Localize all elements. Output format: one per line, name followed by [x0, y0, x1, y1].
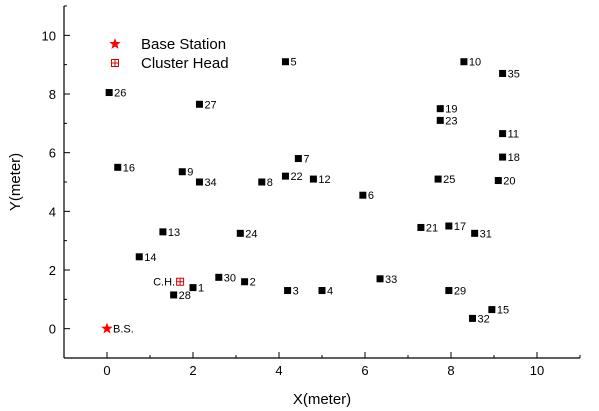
node-label-18: 18: [508, 152, 520, 164]
node-marker-19: [436, 105, 444, 113]
node-marker-32: [469, 314, 476, 322]
cluster-head-label: C.H.: [153, 277, 175, 289]
node-label-21: 21: [426, 222, 438, 234]
node-marker-1: [189, 284, 197, 292]
y-tick-label: 0: [49, 322, 56, 337]
base-station-label: B.S.: [113, 324, 134, 336]
y-tick-label: 10: [42, 28, 56, 43]
y-tick-label: 4: [49, 204, 56, 219]
node-marker-29: [445, 287, 453, 295]
legend-star-icon: [109, 38, 121, 49]
node-marker-35: [499, 69, 507, 77]
x-tick-label: 2: [189, 363, 196, 378]
node-marker-16: [114, 163, 122, 171]
node-marker-9: [178, 168, 186, 176]
node-label-14: 14: [144, 252, 156, 264]
node-marker-7: [294, 155, 302, 163]
node-marker-15: [488, 306, 496, 314]
node-label-20: 20: [503, 176, 515, 188]
legend-label: Cluster Head: [141, 55, 229, 72]
node-label-5: 5: [290, 57, 296, 69]
node-label-7: 7: [303, 154, 309, 166]
node-label-32: 32: [478, 313, 490, 325]
node-label-2: 2: [250, 277, 256, 289]
node-label-8: 8: [267, 177, 273, 189]
node-label-17: 17: [454, 221, 466, 233]
node-marker-13: [159, 228, 167, 236]
node-label-22: 22: [290, 171, 302, 183]
x-tick-label: 8: [447, 363, 454, 378]
node-marker-20: [494, 177, 502, 185]
node-marker-4: [318, 287, 326, 295]
node-label-28: 28: [179, 290, 191, 302]
node-marker-23: [436, 116, 444, 124]
node-marker-22: [281, 172, 289, 180]
x-tick-label: 4: [275, 363, 282, 378]
data-points: 1 23 4567891011121314151617181920212223242…: [101, 57, 520, 336]
x-tick-label: 10: [530, 363, 544, 378]
node-marker-5: [281, 58, 289, 66]
node-marker-8: [258, 178, 266, 186]
x-axis-label: X(meter): [293, 391, 351, 408]
node-marker-18: [499, 153, 507, 161]
x-tick-label: 0: [103, 363, 110, 378]
node-label-30: 30: [224, 272, 236, 284]
node-marker-17: [445, 222, 453, 230]
node-marker-28: [170, 291, 178, 299]
y-tick-label: 6: [49, 146, 56, 161]
node-label-24: 24: [245, 228, 257, 240]
node-label-13: 13: [168, 227, 180, 239]
x-tick-label: 6: [361, 363, 368, 378]
node-marker-14: [135, 253, 143, 261]
node-label-26: 26: [114, 88, 126, 100]
node-marker-11: [499, 130, 507, 138]
legend-crossed-square-icon: [111, 59, 119, 67]
legend: Base Station Cluster Head: [109, 36, 229, 72]
node-label-27: 27: [204, 99, 216, 111]
node-label-29: 29: [454, 286, 466, 298]
node-label-4: 4: [327, 286, 333, 298]
node-label-19: 19: [445, 104, 457, 116]
node-label-31: 31: [480, 228, 492, 240]
node-marker-27: [195, 100, 203, 108]
node-label-1: 1: [198, 283, 204, 295]
node-marker-31: [471, 229, 479, 237]
cluster-head-marker: [176, 277, 185, 286]
node-label-25: 25: [443, 174, 455, 186]
node-marker-34: [195, 178, 203, 186]
node-label-35: 35: [508, 68, 520, 80]
node-marker-3: [284, 287, 292, 295]
node-label-10: 10: [469, 57, 481, 69]
node-marker-21: [417, 223, 425, 231]
node-marker-6: [359, 191, 367, 199]
base-station-marker: [101, 322, 113, 334]
y-axis-label: Y(meter): [7, 153, 24, 211]
node-marker-33: [376, 275, 384, 283]
node-label-16: 16: [123, 162, 135, 174]
node-label-6: 6: [368, 190, 374, 202]
node-marker-24: [236, 229, 244, 237]
node-label-11: 11: [508, 129, 519, 141]
node-label-33: 33: [385, 274, 397, 286]
legend-label: Base Station: [141, 36, 226, 53]
node-label-12: 12: [318, 174, 330, 186]
y-tick-label: 2: [49, 263, 56, 278]
node-marker-2: [241, 278, 249, 286]
y-tick-label: 8: [49, 87, 56, 102]
node-label-34: 34: [204, 177, 216, 189]
node-label-23: 23: [445, 115, 457, 127]
node-marker-12: [309, 175, 317, 183]
node-marker-10: [460, 58, 468, 66]
node-label-3: 3: [293, 286, 299, 298]
node-marker-25: [434, 175, 442, 183]
node-label-15: 15: [497, 305, 509, 317]
node-marker-26: [105, 89, 113, 97]
node-marker-30: [215, 273, 223, 281]
node-label-9: 9: [187, 167, 193, 179]
